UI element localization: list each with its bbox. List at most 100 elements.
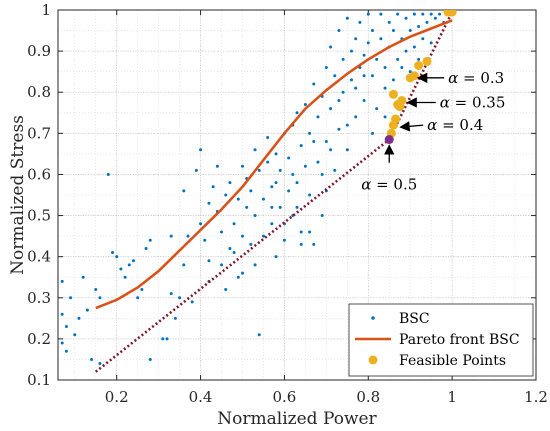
- bsc-point: [274, 255, 278, 259]
- bsc-point: [396, 57, 400, 61]
- bsc-point: [345, 16, 349, 20]
- bsc-point: [312, 140, 316, 144]
- bsc-point: [228, 181, 232, 185]
- bsc-point: [274, 181, 278, 185]
- bsc-point: [278, 205, 282, 209]
- bsc-point: [333, 74, 337, 78]
- bsc-point: [199, 148, 203, 152]
- bsc-point: [207, 259, 211, 263]
- bsc-point: [73, 333, 77, 337]
- bsc-point: [387, 20, 391, 24]
- legend-label: BSC: [399, 311, 430, 327]
- bsc-point: [257, 168, 261, 172]
- bsc-point: [236, 197, 240, 201]
- bsc-point: [421, 37, 425, 41]
- axes-box: [57, 9, 537, 381]
- bsc-point: [391, 78, 395, 82]
- bsc-point: [106, 172, 110, 176]
- bsc-point: [308, 131, 312, 135]
- bsc-point: [148, 357, 152, 361]
- x-tick-label: 0.6: [272, 388, 296, 406]
- bsc-point: [148, 238, 152, 242]
- y-tick-label: 0.7: [27, 124, 51, 142]
- bsc-point: [90, 357, 94, 361]
- legend-item: Pareto front BSC: [355, 332, 520, 348]
- bsc-point: [98, 362, 102, 366]
- bsc-point: [433, 16, 437, 20]
- bsc-point: [178, 296, 182, 300]
- bsc-point: [408, 70, 412, 74]
- bsc-point: [299, 242, 303, 246]
- axis-ticks: 0.2 0.4 0.6 0.8 1 1.2 0.1 0.2 0.3 0.4 0.5 0.6 0.7 0.8…: [27, 1, 548, 406]
- bsc-point: [320, 214, 324, 218]
- bsc-point: [329, 148, 333, 152]
- bsc-point: [266, 160, 270, 164]
- x-axis-label: Normalized Power: [217, 409, 377, 429]
- bsc-point: [312, 82, 316, 86]
- y-axis-label: Normalized Stress: [8, 115, 28, 275]
- bsc-point: [261, 197, 265, 201]
- bsc-point: [81, 275, 85, 279]
- bsc-point: [215, 164, 219, 168]
- legend-item: Feasible Points: [368, 353, 506, 369]
- bsc-point: [240, 234, 244, 238]
- bsc-point: [345, 123, 349, 127]
- y-tick-label: 0.9: [27, 42, 51, 60]
- bsc-point: [270, 222, 274, 226]
- bsc-point: [341, 90, 345, 94]
- bsc-point: [295, 111, 299, 115]
- bsc-point: [366, 41, 370, 45]
- bsc-point: [333, 168, 337, 172]
- bsc-point: [400, 66, 404, 70]
- bsc-point: [228, 246, 232, 250]
- bsc-point: [408, 29, 412, 33]
- y-tick-label: 0.2: [27, 330, 51, 348]
- feasible-point: [422, 56, 432, 66]
- feasible-point: [447, 10, 457, 17]
- bsc-point: [341, 57, 345, 61]
- bsc-point: [417, 57, 421, 61]
- bsc-point: [379, 12, 383, 16]
- bsc-point: [287, 189, 291, 193]
- bsc-point: [261, 234, 265, 238]
- bsc-point: [362, 53, 366, 57]
- bsc-point: [182, 263, 186, 267]
- bsc-point: [324, 66, 328, 70]
- bsc-point: [282, 238, 286, 242]
- bsc-point: [240, 164, 244, 168]
- y-tick-label: 0.1: [27, 371, 51, 389]
- bsc-point: [207, 201, 211, 205]
- x-tick-label: 0.4: [189, 388, 213, 406]
- bsc-point: [379, 37, 383, 41]
- bsc-point: [316, 160, 320, 164]
- bsc-point: [383, 66, 387, 70]
- bsc-point: [111, 251, 115, 255]
- bsc-point: [295, 181, 299, 185]
- pareto-front-line: [95, 19, 453, 310]
- annotation-value: = 0.35: [450, 94, 506, 112]
- bsc-point: [404, 16, 408, 20]
- bsc-point: [224, 288, 228, 292]
- bsc-point: [236, 275, 240, 279]
- plot-area: [60, 10, 457, 373]
- bsc-point: [295, 205, 299, 209]
- bsc-point: [203, 238, 207, 242]
- bsc-point: [85, 308, 89, 312]
- annotation-alpha: α: [361, 176, 371, 194]
- plot-clip-group: [60, 10, 457, 373]
- bsc-point: [350, 78, 354, 82]
- bsc-point: [299, 144, 303, 148]
- bsc-point: [199, 222, 203, 226]
- legend-label: Feasible Points: [399, 353, 506, 369]
- bsc-point: [425, 20, 429, 24]
- bsc-point: [253, 214, 257, 218]
- bsc-point: [438, 12, 442, 16]
- grid: [58, 9, 537, 381]
- bsc-point: [329, 45, 333, 49]
- bsc-point: [173, 316, 177, 320]
- bsc-point: [429, 41, 433, 45]
- legend-label: Pareto front BSC: [399, 332, 520, 348]
- annotation-arrow: [399, 121, 424, 132]
- annotations: α = 0.3α = 0.35α = 0.4α = 0.5: [361, 69, 505, 194]
